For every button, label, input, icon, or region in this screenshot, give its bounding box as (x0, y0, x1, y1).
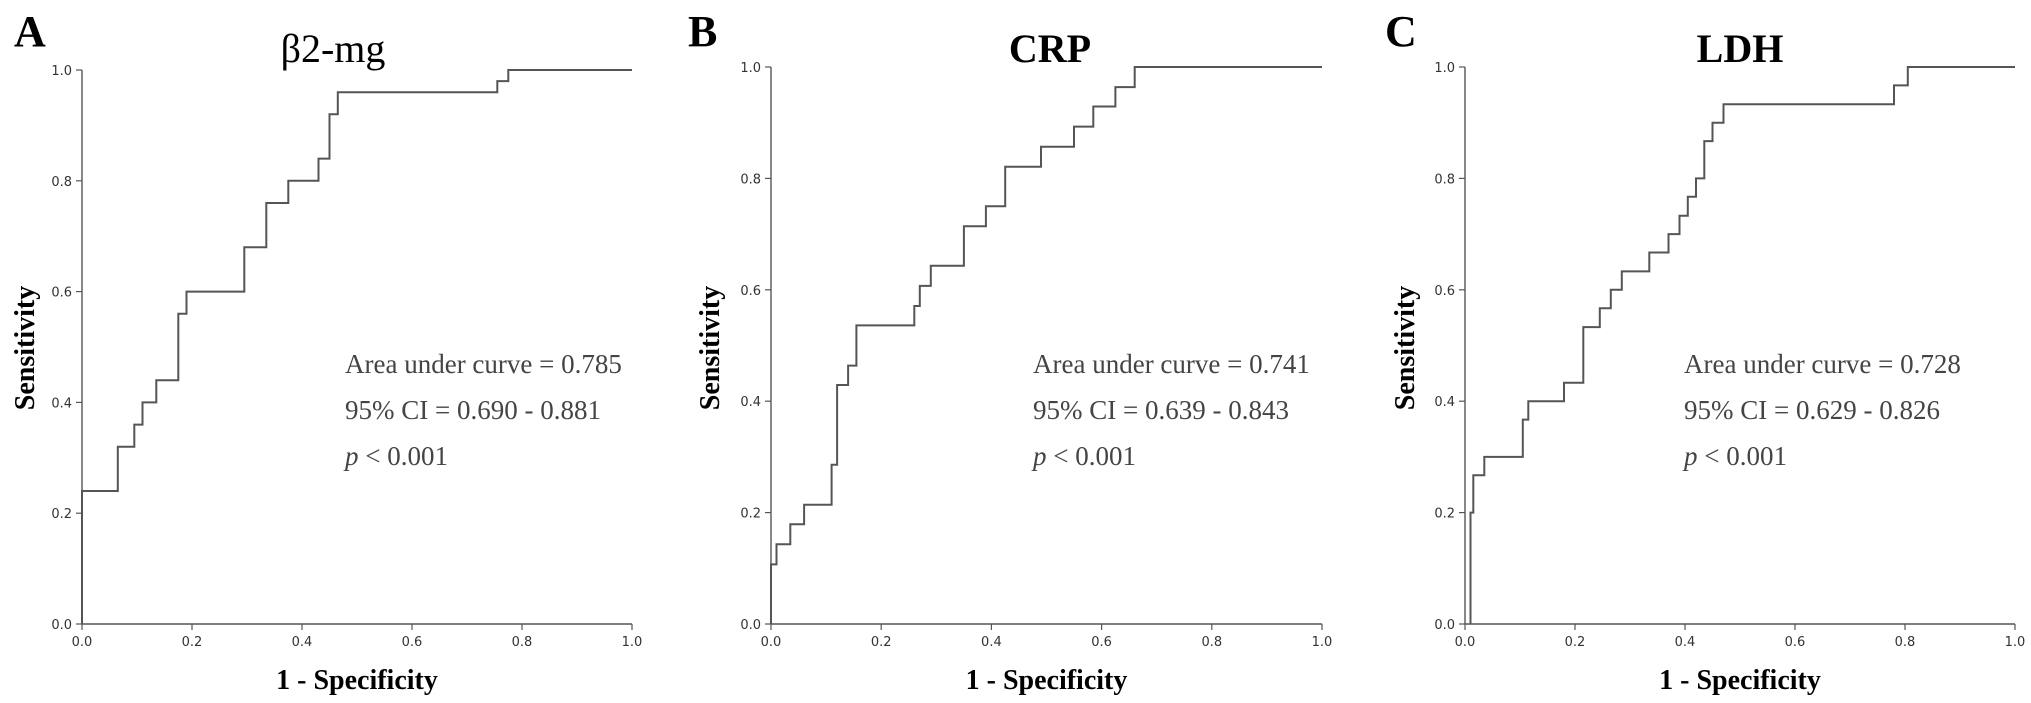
auc-annotation: Area under curve = 0.728 (1684, 349, 1961, 379)
x-tick-label: 1.0 (2005, 635, 2026, 650)
panel-letter: A (14, 7, 46, 56)
panel-letter: B (688, 7, 717, 56)
p-value-annotation: p < 0.001 (1031, 441, 1136, 471)
x-tick-label: 0.4 (981, 635, 1002, 650)
x-tick-label: 0.2 (871, 635, 892, 650)
x-tick-label: 0.0 (1455, 635, 1476, 650)
x-tick-label: 0.2 (182, 635, 203, 650)
y-tick-label: 1.0 (51, 64, 72, 79)
auc-annotation: Area under curve = 0.741 (1033, 349, 1310, 379)
y-tick-label: 0.6 (51, 286, 72, 301)
x-tick-label: 0.0 (761, 635, 782, 650)
panel-letter: C (1385, 7, 1417, 56)
y-tick-label: 0.2 (51, 507, 72, 522)
chart-title: LDH (1697, 26, 1784, 71)
x-tick-label: 0.0 (72, 635, 93, 650)
roc-curve-line (1469, 66, 2015, 624)
x-tick-label: 0.4 (292, 635, 313, 650)
ci-annotation: 95% CI = 0.690 - 0.881 (345, 395, 601, 425)
chart-title: CRP (1009, 26, 1091, 71)
x-tick-label: 0.4 (1675, 635, 1696, 650)
y-tick-label: 1.0 (1434, 61, 1455, 76)
p-value: < 0.001 (1047, 441, 1136, 471)
x-axis-label: 1 - Specificity (1659, 665, 1821, 696)
x-tick-label: 0.8 (1895, 635, 1916, 650)
x-tick-label: 1.0 (622, 635, 643, 650)
y-tick-label: 0.8 (51, 175, 72, 190)
x-axis-label: 1 - Specificity (276, 665, 438, 696)
y-tick-label: 0.4 (1434, 395, 1455, 410)
roc-curve-line (770, 66, 1322, 624)
y-tick-label: 0.2 (1434, 507, 1455, 522)
x-tick-label: 0.8 (1201, 635, 1222, 650)
auc-annotation: Area under curve = 0.785 (345, 349, 622, 379)
y-axis-label: Sensitivity (10, 286, 41, 410)
y-tick-label: 0.4 (740, 395, 761, 410)
p-value: < 0.001 (1698, 441, 1787, 471)
x-tick-label: 0.6 (1785, 635, 1806, 650)
y-tick-label: 0.0 (1434, 618, 1455, 633)
x-tick-label: 0.2 (1565, 635, 1586, 650)
x-tick-label: 0.6 (1091, 635, 1112, 650)
p-value-annotation: p < 0.001 (343, 441, 448, 471)
y-tick-label: 0.0 (740, 618, 761, 633)
y-tick-label: 0.6 (1434, 284, 1455, 299)
y-tick-label: 0.4 (51, 396, 72, 411)
y-tick-label: 0.8 (740, 172, 761, 187)
x-axis-label: 1 - Specificity (966, 665, 1128, 696)
p-value: < 0.001 (359, 441, 448, 471)
p-value-annotation: p < 0.001 (1682, 441, 1787, 471)
x-tick-label: 0.8 (512, 635, 533, 650)
ci-annotation: 95% CI = 0.629 - 0.826 (1684, 395, 1940, 425)
p-symbol: p (343, 441, 359, 471)
roc-panel-c: C LDH 0.0 0.2 0.4 0.6 0.8 1.0 0.0 0.2 0.4 0.6 0.8 1.0… (1385, 7, 2025, 696)
p-symbol: p (1682, 441, 1698, 471)
roc-curve-line (81, 69, 632, 624)
roc-panel-b: B CRP 0.0 0.2 0.4 0.6 0.8 1.0 0.0 0.2 0.4 0.6 0.8 1.0… (688, 7, 1332, 696)
y-tick-label: 0.0 (51, 618, 72, 633)
x-tick-label: 1.0 (1312, 635, 1333, 650)
x-tick-label: 0.6 (402, 635, 423, 650)
chart-title: β2-mg (281, 26, 386, 71)
p-symbol: p (1031, 441, 1047, 471)
y-tick-label: 1.0 (740, 61, 761, 76)
y-axis-label: Sensitivity (1390, 286, 1421, 410)
y-axis-label: Sensitivity (695, 286, 726, 410)
y-tick-label: 0.2 (740, 507, 761, 522)
ci-annotation: 95% CI = 0.639 - 0.843 (1033, 395, 1289, 425)
y-tick-label: 0.6 (740, 284, 761, 299)
y-tick-label: 0.8 (1434, 172, 1455, 187)
